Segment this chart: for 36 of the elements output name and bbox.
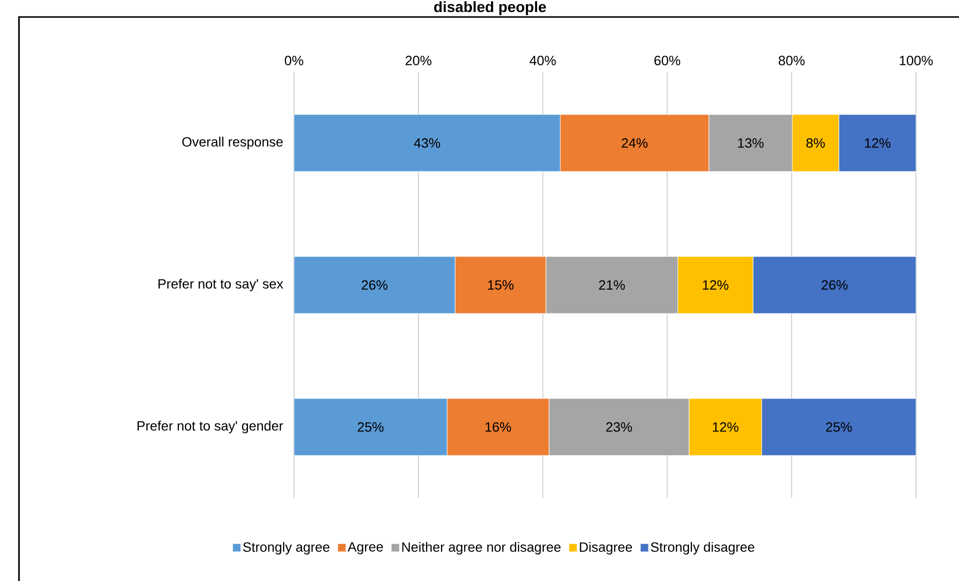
data-label: 43%: [414, 138, 440, 148]
y-tick-label: Overall response: [182, 136, 283, 150]
bar: [294, 398, 448, 456]
data-label: 8%: [806, 138, 825, 148]
data-label: 15%: [488, 280, 514, 290]
bar: [752, 256, 916, 314]
data-label: 13%: [738, 138, 764, 148]
legend-label: Neither agree nor disagree: [402, 542, 561, 555]
x-tick-label: 80%: [778, 56, 805, 66]
bar: [294, 114, 560, 172]
data-label: 12%: [712, 422, 738, 432]
data-label: 23%: [606, 422, 632, 432]
data-label: 16%: [486, 422, 512, 432]
x-tick-label: 0%: [284, 56, 304, 66]
legend-label: Strongly disagree: [650, 542, 754, 555]
data-label: 26%: [822, 280, 848, 290]
bar: [762, 398, 916, 456]
y-tick-label: Prefer not to say' gender: [138, 420, 284, 434]
data-label: 25%: [826, 422, 852, 432]
data-label: 21%: [599, 280, 625, 290]
legend-label: Disagree: [580, 542, 632, 555]
legend-label: Agree: [348, 542, 383, 554]
chart-title: disabled people: [434, 1, 546, 16]
legend-label: Strongly agree: [243, 542, 330, 555]
x-tick-label: 40%: [530, 56, 556, 66]
data-label: 12%: [865, 138, 890, 148]
data-label: 26%: [362, 280, 388, 290]
y-tick-label: Prefer not to say' sex: [158, 278, 284, 292]
x-tick-label: 20%: [406, 56, 432, 66]
x-tick-label: 100%: [900, 56, 933, 66]
bar: [838, 114, 916, 172]
x-tick-label: 60%: [654, 56, 680, 66]
data-label: 24%: [622, 138, 648, 148]
bar: [294, 256, 456, 314]
data-label: 12%: [702, 280, 728, 290]
data-label: 25%: [358, 422, 384, 432]
